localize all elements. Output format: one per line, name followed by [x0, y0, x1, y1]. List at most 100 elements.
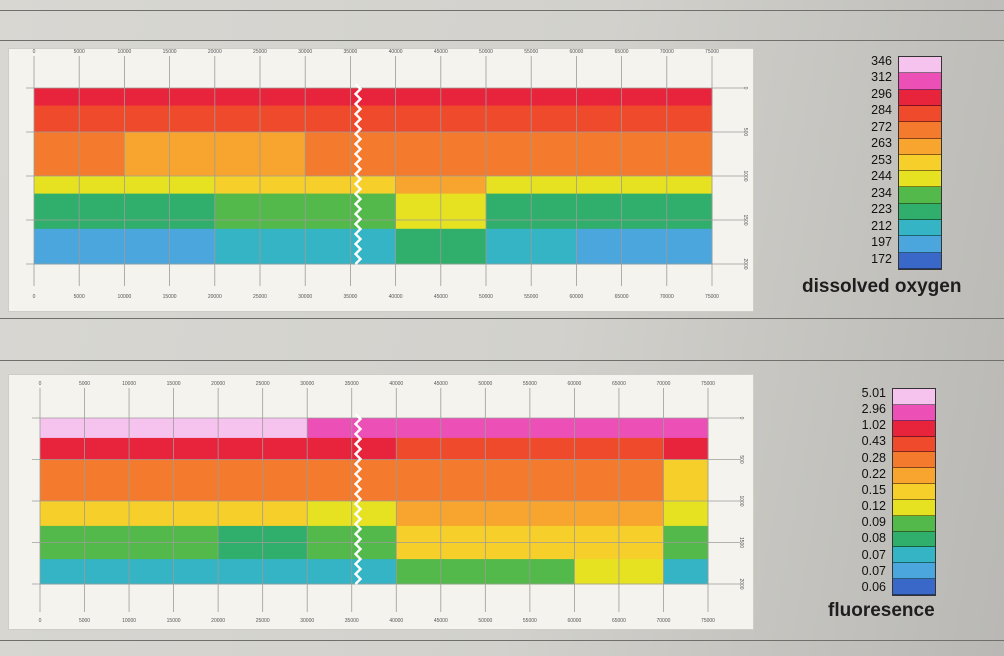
colorbar-tick-label: 0.15 — [861, 482, 886, 497]
y-tick-right-1-0: 0 — [738, 417, 744, 420]
x-tick-top-1-9: 45000 — [434, 381, 448, 387]
x-tick-bottom-0-1: 5000 — [74, 294, 85, 300]
y-tick-right-0-0: 0 — [742, 87, 748, 90]
heat-cell-1-7-1 — [663, 437, 709, 460]
x-tick-top-1-8: 40000 — [389, 381, 403, 387]
colorbar-tick-label: 5.01 — [861, 386, 886, 400]
colorbar-tick-label: 0.07 — [861, 547, 886, 562]
x-tick-top-1-7: 35000 — [345, 381, 359, 387]
heat-cell-1-7-3 — [663, 501, 709, 527]
colorbar-swatch — [899, 203, 941, 221]
x-tick-top-1-10: 50000 — [478, 381, 492, 387]
colorbar-tick-label: 0.09 — [861, 515, 886, 530]
x-tick-bottom-0-5: 25000 — [253, 294, 267, 300]
fluorescence-colorbar-labels: 5.01 2.96 1.02 0.43 0.28 0.22 0.15 0.12 0.09 0.08… — [806, 386, 886, 596]
colorbar-tick-label: 0.43 — [861, 434, 886, 449]
colorbar-swatch — [893, 579, 935, 595]
colorbar-swatch — [893, 484, 935, 500]
colorbar-swatch — [893, 404, 935, 421]
x-tick-bottom-1-10: 50000 — [478, 618, 492, 624]
heat-cell-0-7-2 — [666, 132, 713, 177]
colorbar-tick-label: 197 — [871, 235, 892, 250]
x-tick-bottom-1-12: 60000 — [567, 618, 581, 624]
transect-seam-1 — [353, 413, 363, 585]
x-tick-top-0-3: 15000 — [163, 49, 177, 55]
y-tick-right-1-3: 1500 — [738, 537, 744, 548]
x-tick-top-0-15: 75000 — [705, 49, 719, 55]
top-rule-1 — [0, 10, 1004, 11]
x-tick-top-1-2: 10000 — [122, 381, 136, 387]
heat-cell-1-7-5 — [663, 559, 709, 585]
x-tick-top-1-12: 60000 — [567, 381, 581, 387]
colorbar-swatch — [899, 138, 941, 155]
colorbar-tick-label: 296 — [871, 86, 892, 101]
oxygen-colorbar — [898, 56, 942, 270]
oxygen-colorbar-title: dissolved oxygen — [802, 276, 962, 297]
x-tick-bottom-0-4: 20000 — [208, 294, 222, 300]
colorbar-swatch — [893, 531, 935, 548]
x-tick-bottom-1-8: 40000 — [389, 618, 403, 624]
colorbar-swatch — [899, 73, 941, 90]
colorbar-swatch — [893, 468, 935, 485]
heat-cell-0-7-1 — [666, 105, 713, 133]
x-tick-bottom-1-15: 75000 — [701, 618, 715, 624]
x-tick-top-0-9: 45000 — [434, 49, 448, 55]
x-tick-bottom-1-3: 15000 — [167, 618, 181, 624]
oxygen-colorbar-labels: 346 312 296 284 272 263 253 244 234 223 212 197 172 — [812, 54, 892, 268]
colorbar-swatch — [893, 420, 935, 437]
x-tick-bottom-0-3: 15000 — [163, 294, 177, 300]
x-tick-bottom-0-14: 70000 — [660, 294, 674, 300]
x-tick-bottom-1-14: 70000 — [657, 618, 671, 624]
colorbar-swatch — [893, 389, 935, 405]
top-rule-2 — [0, 40, 1004, 41]
y-tick-right-0-3: 1500 — [742, 214, 748, 225]
x-tick-top-0-8: 40000 — [389, 49, 403, 55]
colorbar-tick-label: 244 — [871, 169, 892, 184]
x-tick-bottom-0-7: 35000 — [343, 294, 357, 300]
fluorescence-colorbar — [892, 388, 936, 596]
x-tick-bottom-0-2: 10000 — [117, 294, 131, 300]
colorbar-swatch — [899, 89, 941, 106]
colorbar-tick-label: 0.07 — [861, 563, 886, 578]
colorbar-tick-label: 346 — [871, 54, 892, 68]
colorbar-swatch — [893, 515, 935, 532]
y-tick-right-0-2: 1000 — [742, 170, 748, 181]
x-tick-bottom-0-12: 60000 — [569, 294, 583, 300]
x-tick-bottom-0-8: 40000 — [389, 294, 403, 300]
fluorescence-colorbar-title: fluoresence — [828, 600, 935, 621]
colorbar-swatch — [899, 220, 941, 237]
y-tick-right-0-4: 2000 — [742, 258, 748, 269]
y-tick-right-1-2: 1000 — [738, 495, 744, 506]
transect-seam-0 — [353, 83, 363, 265]
colorbar-swatch — [893, 547, 935, 564]
colorbar-tick-label: 172 — [871, 251, 892, 266]
colorbar-swatch — [893, 499, 935, 516]
x-tick-bottom-1-7: 35000 — [345, 618, 359, 624]
heat-cell-0-7-0 — [666, 88, 713, 107]
x-tick-top-1-5: 25000 — [256, 381, 270, 387]
heat-cell-1-7-0 — [663, 418, 709, 439]
y-tick-right-0-1: 500 — [742, 128, 748, 137]
heat-cell-1-7-2 — [663, 459, 709, 502]
colorbar-tick-label: 0.28 — [861, 450, 886, 465]
x-tick-top-1-15: 75000 — [701, 381, 715, 387]
colorbar-swatch — [899, 171, 941, 188]
x-tick-top-0-11: 55000 — [524, 49, 538, 55]
colorbar-swatch — [899, 122, 941, 139]
colorbar-swatch — [899, 57, 941, 74]
x-tick-bottom-1-0: 0 — [39, 618, 42, 624]
x-tick-bottom-1-9: 45000 — [434, 618, 448, 624]
colorbar-tick-label: 263 — [871, 136, 892, 151]
x-tick-bottom-1-6: 30000 — [300, 618, 314, 624]
x-tick-top-0-14: 70000 — [660, 49, 674, 55]
x-tick-top-0-0: 0 — [33, 49, 36, 55]
x-tick-top-0-10: 50000 — [479, 49, 493, 55]
colorbar-tick-label: 234 — [871, 185, 892, 200]
colorbar-tick-label: 0.12 — [861, 499, 886, 514]
x-tick-top-0-5: 25000 — [253, 49, 267, 55]
colorbar-swatch — [899, 252, 941, 269]
x-tick-top-0-13: 65000 — [615, 49, 629, 55]
colorbar-swatch — [899, 105, 941, 123]
x-tick-top-1-11: 55000 — [523, 381, 537, 387]
